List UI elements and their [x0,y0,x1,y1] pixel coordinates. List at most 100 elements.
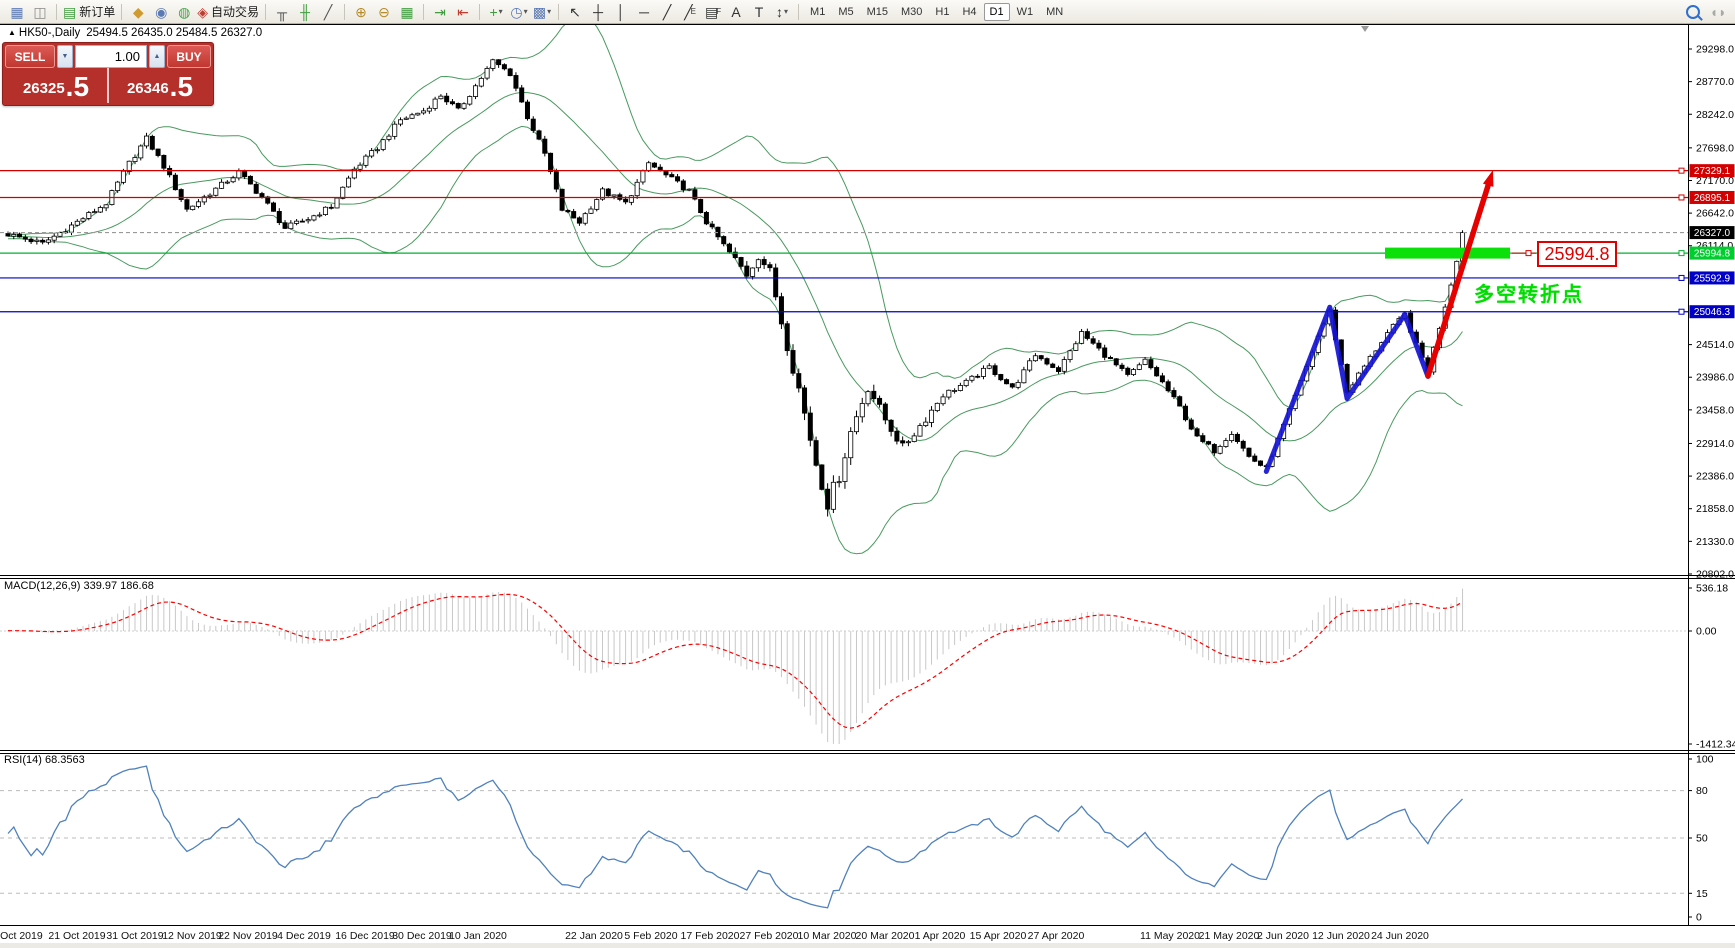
horizontal-line-icon: ─ [639,3,649,20]
line-chart-icon: ╱ [323,3,333,20]
buy-price-display[interactable]: 26346 .5 [107,68,211,103]
crosshair-icon[interactable]: ┼ [587,2,609,22]
bar-chart-icon[interactable]: ╥ [271,2,293,22]
community-icon[interactable]: ◉ [150,2,172,22]
signals-icon: ◍ [178,3,191,20]
timeframe-button-w1[interactable]: W1 [1016,5,1034,18]
equidistant-channel-icon[interactable]: ╱ E [679,2,701,22]
new-chart-icon[interactable]: + ▾ [485,2,507,22]
arrows-icon[interactable]: ↕ ▾ [771,2,793,22]
horizontal-price-lines[interactable] [0,167,1688,315]
price-axis[interactable]: 29298.0 28770.0 28242.0 27698.0 27170.0 26642… [1688,44,1734,581]
chart-window: 29298.0 28770.0 28242.0 27698.0 27170.0 26642… [0,24,1735,948]
dropdown-caret-icon[interactable]: ▾ [498,6,503,16]
candlestick-chart-icon: ╫ [300,3,310,20]
svg-text:24 Jun 2020: 24 Jun 2020 [1371,930,1429,942]
zoom-out-icon[interactable]: ⊖ [373,2,395,22]
chart-shift-icon[interactable]: ⇤ [452,2,474,22]
svg-text:15 Apr 2020: 15 Apr 2020 [970,930,1027,942]
charts-window-icon[interactable]: ▦ [6,2,28,22]
text-icon[interactable]: A [725,2,747,22]
dropdown-caret-icon[interactable]: ▾ [547,6,552,16]
zoom-in-icon[interactable]: ⊕ [350,2,372,22]
bar-chart-icon: ╥ [277,3,287,20]
chart-shift-icon: ⇤ [457,3,469,20]
price-level-label[interactable]: 25994.8 [1537,241,1617,267]
price-badge: 26895.1 [1689,190,1735,204]
sell-price-display[interactable]: 26325 .5 [5,68,107,103]
signals-icon[interactable]: ◍ [173,2,195,22]
svg-text:22386.0: 22386.0 [1696,471,1734,483]
toolbar-separator [558,3,560,20]
search-icon[interactable] [1684,2,1706,22]
charts-window-icon: ▦ [10,3,24,20]
horizontal-line-icon[interactable]: ─ [633,2,655,22]
svg-text:22914.0: 22914.0 [1696,438,1734,450]
macd-histogram [7,588,1464,744]
trendline-icon[interactable]: ╱ [656,2,678,22]
symbol-name: HK50-,Daily [18,27,81,39]
svg-text:21858.0: 21858.0 [1696,503,1734,515]
timeframe-button-m15[interactable]: M15 [866,5,889,18]
find-symbol-icon[interactable]: ◫ [29,2,51,22]
symbol-title: ▲ HK50-,Daily 25494.5 26435.0 25484.5 2632… [8,27,262,39]
svg-text:21 Oct 2019: 21 Oct 2019 [48,930,105,942]
svg-text:29298.0: 29298.0 [1696,44,1734,56]
cursor-icon[interactable]: ↖ [564,2,586,22]
price-badge: 26327.0 [1689,226,1735,240]
timeframe-button-m1[interactable]: M1 [810,5,826,18]
toolbar-separator [798,3,800,20]
dropdown-caret-icon[interactable]: ▾ [523,6,528,16]
buy-button[interactable]: BUY [167,45,211,68]
svg-text:23986.0: 23986.0 [1696,372,1734,384]
timeframe-button-h1[interactable]: H1 [935,5,950,18]
candlestick-chart-icon[interactable]: ╫ [294,2,316,22]
dropdown-caret-icon[interactable]: ▾ [784,6,789,16]
svg-text:17 Feb 2020: 17 Feb 2020 [681,930,740,942]
sell-button[interactable]: SELL [5,45,55,68]
svg-text:31 Oct 2019: 31 Oct 2019 [106,930,163,942]
vertical-line-icon[interactable]: │ [610,2,632,22]
svg-text:25592.9: 25592.9 [1694,273,1731,284]
text-label-icon[interactable]: T [748,2,770,22]
toolbar-separator [265,3,267,20]
svg-text:11 May 2020: 11 May 2020 [1140,930,1200,942]
fibonacci-icon[interactable]: ▤ F [702,2,724,22]
svg-text:23458.0: 23458.0 [1696,404,1734,416]
toolbar-separator [344,3,346,20]
period-icon[interactable]: ◷ ▾ [508,2,530,22]
new-order-icon[interactable]: ▤ 新订单 [62,2,116,22]
svg-text:25994.8: 25994.8 [1694,249,1731,260]
svg-text:22 Jan 2020: 22 Jan 2020 [565,930,623,942]
timeframe-button-d1[interactable]: D1 [983,2,1010,21]
fibonacci-icon: ▤ [704,3,719,20]
timeframe-button-mn[interactable]: MN [1046,5,1064,18]
volume-decrease-button[interactable]: ▼ [57,45,73,68]
auto-scroll-icon: ⇥ [434,3,446,20]
collapse-triangle-icon[interactable]: ▲ [8,28,16,37]
tile-windows-icon[interactable]: ▦ [396,2,418,22]
timeframe-button-m30[interactable]: M30 [901,5,923,18]
autotrading-icon[interactable]: ◈ 自动交易 [196,2,260,22]
volume-input[interactable]: 1.00 [75,45,147,68]
chart-annotations[interactable] [1263,26,1536,474]
timeframe-button-h4[interactable]: H4 [962,5,977,18]
arrows-icon: ↕ [776,3,784,20]
toolbar-separator [423,3,425,20]
chart-canvas[interactable]: 29298.0 28770.0 28242.0 27698.0 27170.0 26642… [0,24,1735,948]
svg-text:536.18: 536.18 [1696,583,1728,595]
find-symbol-icon: ◫ [33,3,47,20]
text-label-icon: T [754,3,764,20]
line-chart-icon[interactable]: ╱ [317,2,339,22]
annotation-note[interactable]: 多空转折点 [1474,284,1584,306]
svg-text:-1412.34: -1412.34 [1696,739,1735,751]
auto-scroll-icon[interactable]: ⇥ [429,2,451,22]
chat-icon[interactable]: ◖◗ [1707,2,1729,22]
news-icon[interactable]: ◆ [127,2,149,22]
support-highlight-bar [1385,247,1510,259]
zoom-out-icon: ⊖ [378,3,390,20]
timeframe-button-m5[interactable]: M5 [838,5,854,18]
volume-increase-button[interactable]: ▲ [149,45,165,68]
template-icon[interactable]: ▩ ▾ [531,2,553,22]
